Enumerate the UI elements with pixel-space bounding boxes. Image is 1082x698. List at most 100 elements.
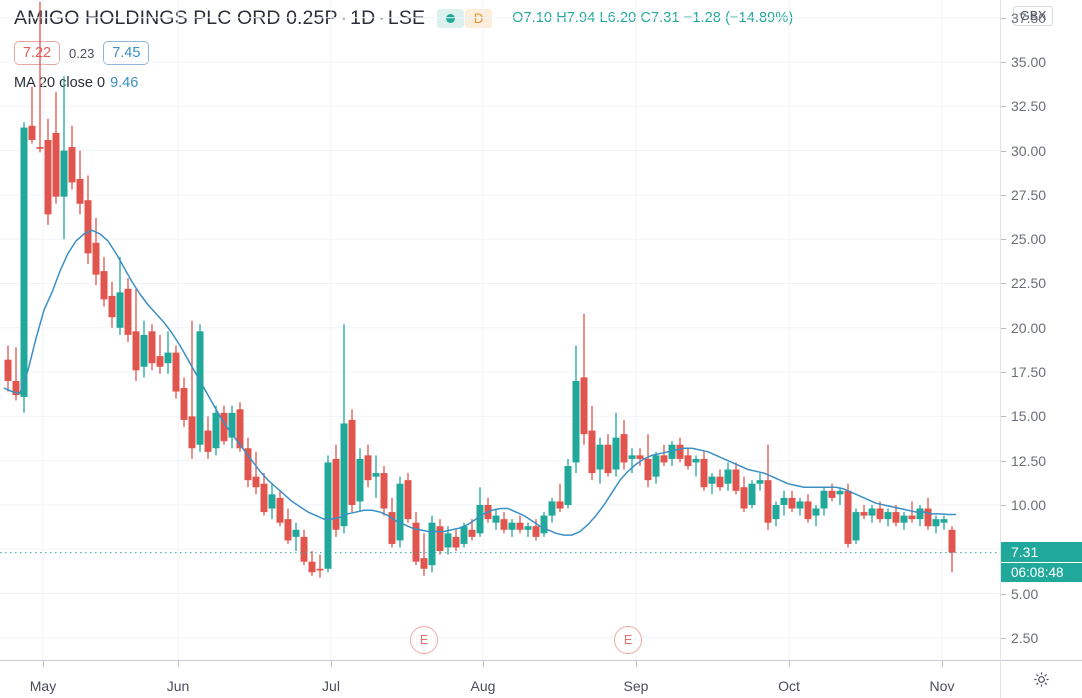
chart-settings-corner[interactable] <box>1000 660 1082 698</box>
time-axis-tick: Oct <box>778 678 800 694</box>
candle <box>180 377 188 428</box>
time-axis[interactable]: May Jun Jul Aug Sep Oct Nov <box>0 660 1000 698</box>
candle <box>324 455 332 573</box>
candle-body <box>692 458 700 463</box>
candle-body <box>12 380 20 396</box>
candle <box>36 1 44 153</box>
candle-body <box>748 483 756 505</box>
candle-body <box>172 352 180 392</box>
earnings-marker[interactable]: E <box>410 626 438 654</box>
gear-icon[interactable] <box>1033 671 1050 688</box>
candle-body <box>68 147 76 183</box>
candle-body <box>372 473 380 477</box>
price-axis-tick-mark <box>1001 504 1006 506</box>
candle <box>708 473 716 495</box>
candle <box>108 281 116 328</box>
candle-body <box>324 462 332 569</box>
candle-body <box>4 359 12 381</box>
time-axis-tick: Jun <box>166 678 190 694</box>
candle-body <box>388 512 396 544</box>
candle-body <box>716 476 724 488</box>
candle <box>516 515 524 534</box>
price-axis-tick: 32.50 <box>1011 98 1047 115</box>
currency-unit-badge[interactable]: GBX <box>1013 6 1054 26</box>
candle <box>812 504 820 527</box>
candle <box>204 416 212 459</box>
candle <box>196 324 204 452</box>
candle <box>828 483 836 502</box>
candle <box>428 515 436 573</box>
candle <box>308 551 316 576</box>
candlestick-plot <box>0 0 1000 660</box>
candle-body <box>668 444 676 459</box>
candle <box>932 515 940 534</box>
candle <box>540 512 548 537</box>
candle <box>76 150 84 215</box>
candle-body <box>788 497 796 509</box>
candle-body <box>756 480 764 484</box>
candle <box>4 345 12 392</box>
candle <box>684 448 692 470</box>
candle <box>380 465 388 516</box>
candle-body <box>236 409 244 449</box>
candle-body <box>52 132 60 197</box>
candle-body <box>460 526 468 544</box>
candle-body <box>36 147 44 149</box>
candle <box>100 256 108 307</box>
candle <box>772 501 780 527</box>
price-axis-tick: 37.50 <box>1011 9 1047 26</box>
current-price-label[interactable]: 7.31 <box>1001 541 1082 562</box>
candle-body <box>940 519 948 523</box>
candle-body <box>804 501 812 520</box>
price-axis[interactable]: GBX 37.50 35.00 32.50 30.00 27.50 25.00 22.50 2… <box>1000 0 1082 660</box>
price-axis-tick: 17.50 <box>1011 364 1047 381</box>
candle-body <box>292 529 300 537</box>
time-axis-tick-mark <box>331 661 332 667</box>
candle-body <box>652 455 660 477</box>
bid-price[interactable]: 7.22 <box>14 41 60 65</box>
candle <box>580 313 588 445</box>
candle <box>252 451 260 495</box>
candle-body <box>132 331 140 371</box>
candle-body <box>156 356 164 367</box>
candle-body <box>444 533 452 548</box>
candle-body <box>812 508 820 516</box>
price-chart-canvas[interactable] <box>0 0 1000 660</box>
candle <box>756 473 764 491</box>
candle-body <box>268 494 276 509</box>
candle <box>916 504 924 527</box>
candle-body <box>308 561 316 573</box>
ma-indicator-label: MA 20 close 0 <box>14 75 106 91</box>
candle <box>164 331 172 374</box>
candle-body <box>412 522 420 562</box>
candle-body <box>572 380 580 463</box>
candle-body <box>900 515 908 523</box>
candle-body <box>164 352 172 364</box>
price-axis-tick-mark <box>1001 17 1006 19</box>
time-axis-tick-mark <box>942 661 943 667</box>
candle <box>316 554 324 578</box>
price-axis-tick-mark <box>1001 194 1006 196</box>
bar-countdown-label: 06:08:48 <box>1001 562 1082 582</box>
candle <box>364 444 372 488</box>
ask-price[interactable]: 7.45 <box>103 41 150 65</box>
candle-body <box>452 536 460 548</box>
candle <box>412 512 420 566</box>
candle <box>852 508 860 544</box>
candle <box>396 476 404 548</box>
candle-body <box>340 423 348 527</box>
candle <box>556 483 564 513</box>
earnings-marker[interactable]: E <box>614 626 642 654</box>
ma-indicator-legend[interactable]: MA 20 close 0 9.46 <box>14 75 149 91</box>
price-axis-tick: 15.00 <box>1011 408 1047 425</box>
price-axis-tick-mark <box>1001 460 1006 462</box>
candle <box>276 490 284 527</box>
candle <box>796 497 804 516</box>
candle <box>20 122 28 413</box>
candle-body <box>724 469 732 484</box>
candle <box>876 501 884 523</box>
time-axis-tick-mark <box>483 661 484 667</box>
time-axis-tick-mark <box>636 661 637 667</box>
candle-body <box>828 490 836 498</box>
candle-body <box>628 455 636 459</box>
